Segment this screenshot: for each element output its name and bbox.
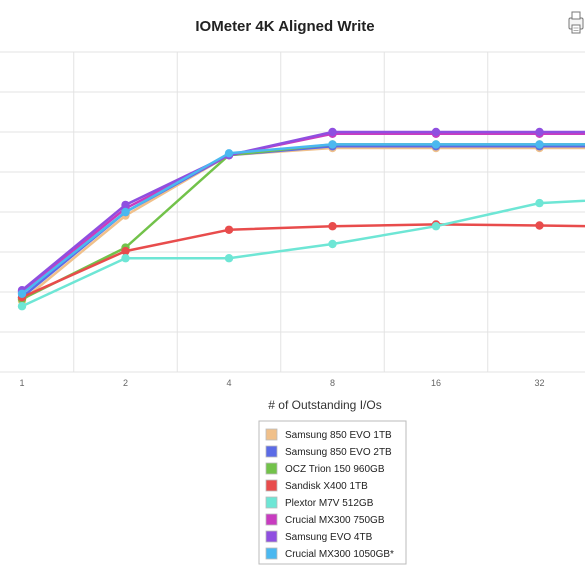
legend-item[interactable]: Samsung 850 EVO 1TB — [265, 428, 392, 441]
data-point[interactable] — [121, 207, 130, 217]
legend-label: Crucial MX300 1050GB* — [285, 549, 394, 560]
x-tick-label: 8 — [330, 378, 335, 388]
legend-box — [258, 420, 407, 565]
legend-label: Crucial MX300 750GB — [285, 515, 385, 526]
legend-item[interactable]: Crucial MX300 1050GB* — [265, 547, 394, 560]
data-point[interactable] — [328, 140, 337, 149]
series — [17, 142, 585, 302]
legend-swatch — [265, 530, 278, 543]
data-point[interactable] — [121, 254, 130, 263]
series — [17, 140, 585, 304]
data-point[interactable] — [224, 225, 234, 234]
legend-label: Plextor M7V 512GB — [285, 498, 374, 509]
legend-swatch — [265, 445, 278, 458]
data-point[interactable] — [121, 246, 130, 256]
legend-swatch — [265, 547, 278, 560]
legend-label: OCZ Trion 150 960GB — [285, 464, 385, 475]
x-axis-ticks: 1 2 4 8 16 32 — [19, 378, 544, 388]
data-point[interactable] — [17, 289, 27, 298]
legend-swatch — [265, 496, 278, 509]
legend-label: Sandisk X400 1TB — [285, 481, 368, 492]
x-tick-label: 1 — [19, 378, 24, 388]
legend-swatch — [265, 462, 278, 475]
legend-label: Samsung 850 EVO 1TB — [285, 430, 392, 441]
legend-swatch — [265, 428, 278, 441]
series — [17, 140, 585, 298]
gridlines — [0, 51, 585, 373]
x-axis-title: # of Outstanding I/Os — [268, 398, 381, 412]
series — [17, 220, 585, 302]
data-point[interactable] — [535, 221, 544, 230]
legend: Samsung 850 EVO 1TB Samsung 850 EVO 2TB OC… — [258, 420, 407, 565]
x-tick-label: 16 — [431, 378, 441, 388]
legend-label: Samsung 850 EVO 2TB — [285, 447, 392, 458]
data-point[interactable] — [224, 254, 234, 263]
data-point[interactable] — [535, 140, 544, 149]
legend-item[interactable]: OCZ Trion 150 960GB — [265, 462, 385, 475]
x-tick-label: 4 — [226, 378, 231, 388]
data-point[interactable] — [431, 222, 441, 231]
chart-title: IOMeter 4K Aligned Write — [195, 18, 374, 35]
series-lines — [17, 127, 585, 311]
data-point[interactable] — [121, 200, 130, 210]
legend-item[interactable]: Samsung 850 EVO 2TB — [265, 445, 392, 458]
legend-item[interactable]: Samsung EVO 4TB — [265, 530, 373, 543]
data-point[interactable] — [328, 127, 337, 137]
data-point[interactable] — [431, 140, 441, 149]
data-point[interactable] — [17, 302, 27, 311]
legend-label: Samsung EVO 4TB — [285, 532, 373, 543]
legend-swatch — [265, 513, 278, 526]
legend-item[interactable]: Sandisk X400 1TB — [265, 479, 368, 492]
data-point[interactable] — [328, 239, 337, 249]
data-point[interactable] — [328, 222, 337, 231]
data-point[interactable] — [224, 149, 234, 158]
data-point[interactable] — [431, 127, 441, 137]
series — [17, 198, 585, 311]
printer-icon[interactable] — [568, 11, 584, 34]
legend-item[interactable]: Crucial MX300 750GB — [265, 513, 385, 526]
series-line — [20, 223, 585, 299]
legend-swatch — [265, 479, 278, 492]
x-tick-label: 2 — [123, 378, 128, 388]
x-tick-label: 32 — [534, 378, 544, 388]
legend-item[interactable]: Plextor M7V 512GB — [265, 496, 374, 509]
data-point[interactable] — [535, 198, 544, 208]
data-point[interactable] — [535, 127, 544, 137]
